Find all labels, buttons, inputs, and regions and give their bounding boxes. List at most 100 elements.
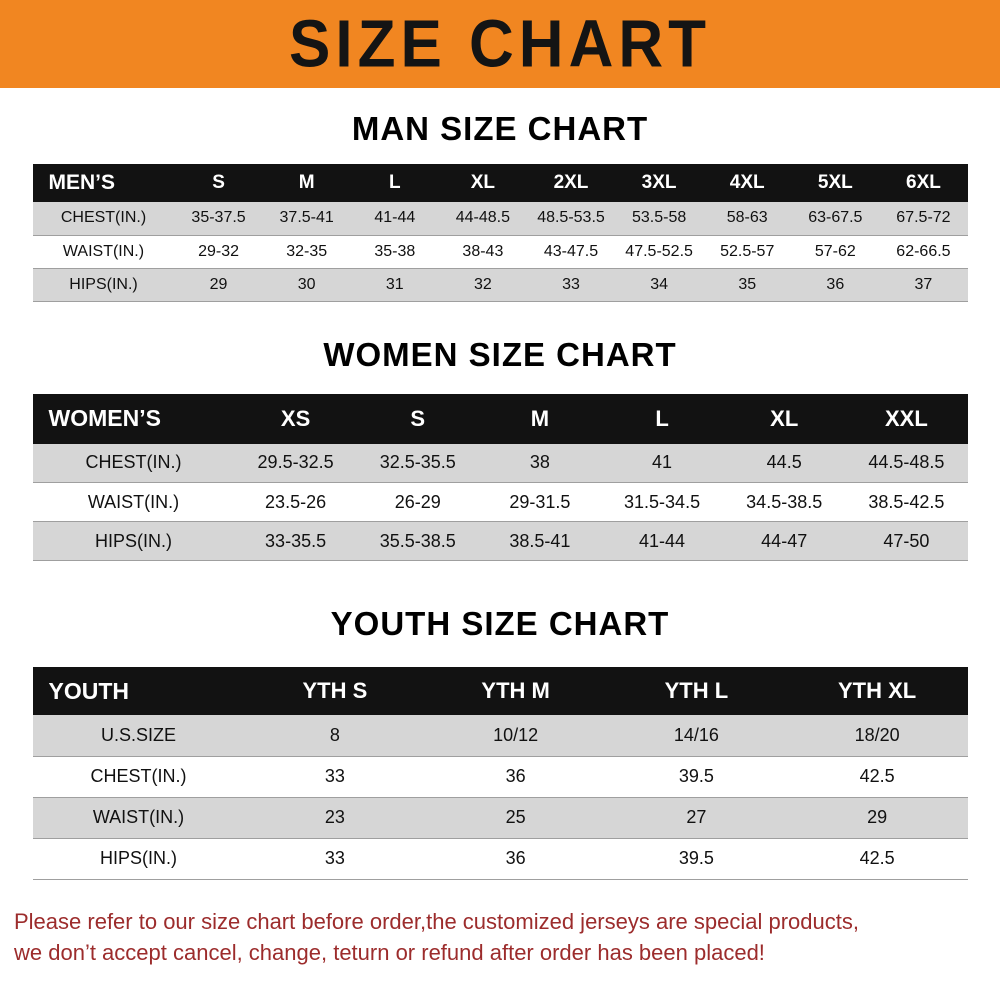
table-cell: 44-47 [761, 530, 808, 551]
table-cell: 36 [505, 848, 526, 868]
table-header-cell: YOUTH [32, 667, 245, 715]
row-label-cell: CHEST(IN.) [60, 209, 147, 227]
table-header-cell: WOMEN’S [32, 393, 235, 444]
table-header-cell: XXL [845, 393, 968, 444]
table-cell: 10/12 [493, 724, 539, 745]
table-cell: 44-48.5 [455, 209, 511, 227]
table-cell: 23 [324, 807, 345, 827]
disclaimer-line-1: Please refer to our size chart before or… [14, 908, 859, 934]
table-cell: 39.5 [678, 766, 714, 786]
table-header-row: MEN’S S M L XL 2XL 3XL 4XL 5XL 6XL [32, 164, 968, 202]
table-cell: 33 [324, 766, 345, 786]
table-header-cell: XL [438, 164, 527, 202]
table-header-cell: YTH XL [786, 667, 968, 715]
table-cell: 31.5-34.5 [624, 491, 701, 512]
women-section: WOMEN SIZE CHART WOMEN’S XS S M L XL XXL… [0, 336, 1000, 562]
women-size-chart-heading: WOMEN SIZE CHART [323, 335, 677, 373]
table-cell: 41-44 [374, 209, 416, 227]
table-cell: 38-43 [462, 242, 504, 260]
table-cell: 27 [686, 807, 707, 827]
row-label-cell: WAIST(IN.) [92, 807, 185, 827]
disclaimer-line-2: we don’t accept cancel, change, teturn o… [14, 940, 765, 966]
table-cell: 33 [562, 275, 580, 293]
table-cell: 32 [473, 275, 492, 293]
table-header-cell: 3XL [615, 164, 704, 202]
table-row: WAIST(IN.) 23.5-26 26-29 29-31.5 31.5-34… [32, 482, 968, 522]
table-cell: 25 [505, 807, 526, 827]
table-cell: 38.5-42.5 [868, 491, 945, 512]
table-cell: 37.5-41 [279, 209, 334, 227]
banner: SIZE CHART [0, 0, 1000, 88]
table-cell: 43-47.5 [543, 242, 599, 260]
table-header-row: YOUTH YTH S YTH M YTH L YTH XL [32, 667, 968, 715]
table-cell: 14/16 [673, 724, 719, 745]
row-label-cell: WAIST(IN.) [87, 491, 180, 512]
row-label-cell: HIPS(IN.) [99, 848, 177, 868]
table-cell: 35-37.5 [191, 209, 246, 227]
table-cell: 31 [385, 275, 404, 293]
table-header-cell: 5XL [791, 164, 880, 202]
table-row: WAIST(IN.) 23 25 27 29 [32, 797, 968, 838]
table-header-cell: XS [234, 393, 357, 444]
row-label-cell: CHEST(IN.) [85, 452, 182, 473]
men-size-table: MEN’S S M L XL 2XL 3XL 4XL 5XL 6XL CHEST… [32, 164, 968, 302]
table-header-cell: XL [723, 393, 846, 444]
table-cell: 47.5-52.5 [625, 242, 693, 260]
table-cell: 8 [329, 724, 340, 745]
table-cell: 33 [324, 848, 345, 868]
table-header-cell: YTH L [606, 667, 787, 715]
table-cell: 42.5 [859, 766, 895, 786]
table-header-cell: 2XL [526, 164, 616, 202]
table-cell: 33-35.5 [265, 530, 327, 551]
row-label-cell: WAIST(IN.) [62, 242, 145, 260]
table-row: U.S.SIZE 8 10/12 14/16 18/20 [32, 715, 968, 756]
table-row: CHEST(IN.) 35-37.5 37.5-41 41-44 44-48.5… [32, 202, 968, 235]
table-header-cell: YTH M [425, 667, 606, 715]
table-cell: 57-62 [814, 242, 856, 260]
table-cell: 42.5 [859, 848, 895, 868]
table-header-cell: MEN’S [32, 164, 175, 202]
table-header-cell: 6XL [879, 164, 968, 202]
table-cell: 62-66.5 [896, 242, 951, 260]
table-header-row: WOMEN’S XS S M L XL XXL [32, 393, 968, 444]
women-size-table: WOMEN’S XS S M L XL XXL CHEST(IN.) 29.5-… [32, 393, 968, 562]
table-cell: 44.5-48.5 [868, 452, 945, 473]
table-cell: 44.5 [766, 452, 802, 473]
row-label-cell: HIPS(IN.) [69, 275, 138, 293]
table-cell: 58-63 [726, 209, 768, 227]
table-cell: 29 [209, 275, 228, 293]
table-cell: 36 [505, 766, 526, 786]
table-cell: 32-35 [286, 242, 328, 260]
table-cell: 23.5-26 [265, 491, 327, 512]
table-cell: 41 [652, 452, 673, 473]
table-cell: 26-29 [394, 491, 441, 512]
table-cell: 35 [738, 275, 757, 293]
youth-size-table: YOUTH YTH S YTH M YTH L YTH XL U.S.SIZE … [32, 667, 968, 880]
table-cell: 34 [650, 275, 668, 293]
table-cell: 34.5-38.5 [746, 491, 823, 512]
page-title: SIZE CHART [289, 6, 711, 82]
table-header-cell: YTH S [244, 667, 426, 715]
table-cell: 29-31.5 [509, 491, 571, 512]
table-header-cell: S [356, 393, 479, 444]
table-cell: 67.5-72 [896, 209, 951, 227]
table-row: HIPS(IN.) 33-35.5 35.5-38.5 38.5-41 41-4… [32, 521, 968, 561]
table-row: CHEST(IN.) 33 36 39.5 42.5 [32, 756, 968, 797]
youth-section: YOUTH SIZE CHART YOUTH YTH S YTH M YTH L… [0, 605, 1000, 880]
table-header-cell: L [350, 164, 439, 202]
table-cell: 52.5-57 [720, 242, 775, 260]
table-header-cell: S [174, 164, 263, 202]
disclaimer: Please refer to our size chart before or… [14, 906, 992, 970]
table-cell: 47-50 [883, 530, 930, 551]
table-header-cell: 4XL [703, 164, 792, 202]
table-cell: 29-32 [198, 242, 240, 260]
table-cell: 30 [297, 275, 316, 293]
table-cell: 38.5-41 [509, 530, 571, 551]
table-cell: 29 [867, 807, 888, 827]
table-cell: 41-44 [639, 530, 686, 551]
table-cell: 36 [826, 275, 845, 293]
row-label-cell: CHEST(IN.) [90, 766, 187, 786]
youth-size-chart-heading: YOUTH SIZE CHART [330, 605, 670, 642]
table-row: CHEST(IN.) 29.5-32.5 32.5-35.5 38 41 44.… [32, 443, 968, 483]
row-label-cell: HIPS(IN.) [94, 530, 172, 551]
